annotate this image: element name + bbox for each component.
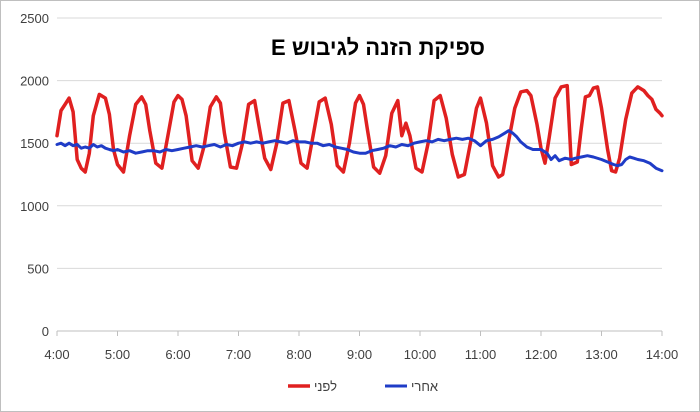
x-tick-label: 7:00 — [226, 347, 251, 362]
grid-lines — [57, 17, 662, 269]
y-tick-label: 2500 — [20, 11, 49, 26]
series-lines — [55, 83, 664, 179]
x-tick-label: 6:00 — [165, 347, 190, 362]
axes: 0 500 1000 1500 2000 2500 4:00 5:00 6:00 7:00 8:00… — [20, 11, 678, 362]
series-line-2 — [55, 129, 664, 173]
y-tick-label: 500 — [27, 261, 49, 276]
x-tick-label: 14:00 — [646, 347, 679, 362]
chart-title: ספיקת הזנה לגיבוש E — [271, 35, 485, 60]
x-tick-label: 8:00 — [286, 347, 311, 362]
x-tick-label: 10:00 — [404, 347, 437, 362]
y-tick-label: 1500 — [20, 136, 49, 151]
y-tick-label: 2000 — [20, 74, 49, 89]
legend-label: אחרי — [411, 379, 438, 394]
x-tick-label: 12:00 — [525, 347, 558, 362]
x-tick-label: 13:00 — [585, 347, 618, 362]
legend: לפני אחרי — [288, 379, 438, 394]
x-tick-label: 5:00 — [105, 347, 130, 362]
series-line-1 — [55, 83, 664, 179]
x-tick-label: 9:00 — [347, 347, 372, 362]
x-tick-label: 4:00 — [44, 347, 69, 362]
legend-label: לפני — [314, 379, 337, 394]
y-tick-label: 0 — [42, 324, 49, 339]
y-tick-label: 1000 — [20, 199, 49, 214]
x-tick-label: 11:00 — [465, 347, 497, 362]
